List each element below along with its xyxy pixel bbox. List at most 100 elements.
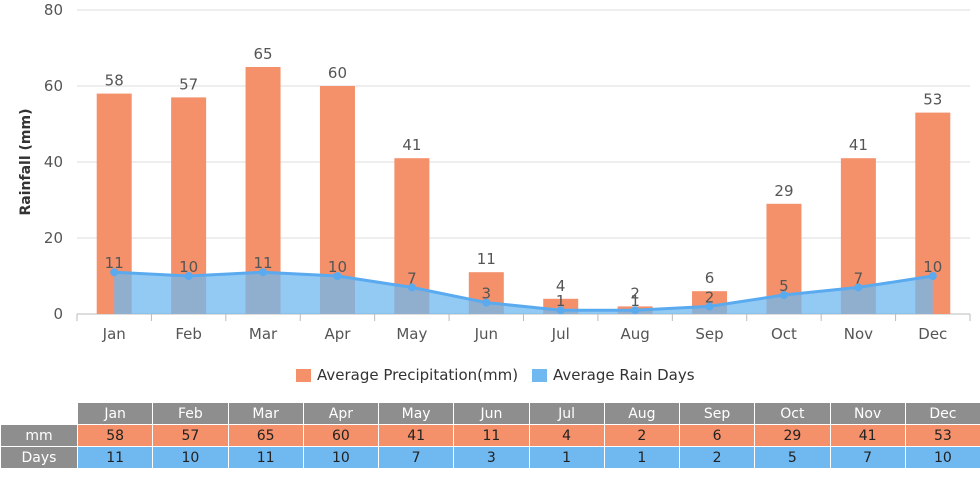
x-tick-label-nov: Nov [844,325,873,343]
x-tick-label-dec: Dec [918,325,947,343]
rain-days-label: 10 [923,258,942,276]
rain-days-point-nov[interactable] [854,283,863,292]
x-tick-label-mar: Mar [249,325,278,343]
rain-days-point-oct[interactable] [779,291,788,299]
legend-item-precipitation[interactable]: Average Precipitation(mm) [296,366,518,384]
rain-days-point-may[interactable] [407,283,416,292]
precipitation-label: 4 [556,277,566,295]
table-header-oct: Oct [754,402,831,425]
rain-days-label: 10 [179,258,198,276]
rain-days-label: 3 [482,285,492,303]
x-tick-label-jul: Jul [551,325,570,343]
x-tick-label-feb: Feb [175,325,202,343]
y-tick-label: 60 [44,77,63,95]
x-tick-label-jan: Jan [102,325,126,343]
table-header-feb: Feb [152,402,229,425]
rain-days-area-fill [114,272,933,314]
rain-days-area [110,268,937,315]
precipitation-label: 57 [179,75,198,93]
table-cell-precipitation: 11 [453,424,530,447]
legend-swatch-precipitation [296,368,311,382]
rain-days-point-jun[interactable] [482,298,491,307]
rain-days-point-jul[interactable] [556,306,565,315]
legend-item-rain-days[interactable]: Average Rain Days [532,366,695,384]
table-header-mar: Mar [227,402,304,425]
table-cell-precipitation: 53 [904,424,980,447]
table-cell-rain-days: 10 [302,446,380,469]
table-cell-rain-days: 5 [754,446,831,469]
rain-days-label: 5 [779,277,789,295]
rain-days-label: 2 [705,288,715,306]
rain-days-line [114,270,934,312]
table-row-precipitation: mm 58 57 65 60 41 11 4 2 6 29 41 53 [0,424,980,447]
precipitation-label: 6 [705,269,715,287]
rain-days-point-apr[interactable] [333,272,342,280]
y-axis-ticks: 0 20 40 60 80 [44,1,63,323]
table-cell-rain-days: 10 [152,446,229,469]
grid-lines [77,9,970,315]
table-header-jun: Jun [453,402,530,425]
legend: Average Precipitation(mm) Average Rain D… [0,366,980,394]
rain-days-point-aug[interactable] [631,306,640,315]
table-header-nov: Nov [829,402,906,425]
precipitation-label: 53 [923,91,942,109]
x-tick-label-sep: Sep [695,325,723,343]
table-cell-rain-days: 3 [453,446,530,469]
rain-days-label: 1 [630,292,640,310]
table-cell-precipitation: 41 [829,424,906,447]
y-tick-label: 80 [44,1,63,19]
table-cell-rain-days: 2 [678,446,756,469]
table-header-apr: Apr [302,402,380,425]
x-axis-ticks: Jan Feb Mar Apr May Jun Jul Aug Sep Oct Nov Dec [76,314,971,343]
y-tick-label: 40 [44,153,63,171]
table-header-jul: Jul [528,402,605,425]
rain-days-point-dec[interactable] [928,272,937,280]
legend-swatch-rain-days [532,368,547,382]
table-cell-precipitation: 2 [603,424,681,447]
table-corner [0,402,78,425]
data-table: Jan Feb Mar Apr May Jun Jul Aug Sep Oct Nov Dec mm 5… [0,402,980,469]
table-cell-rain-days: 1 [603,446,681,469]
y-tick-label: 0 [53,305,63,323]
table-header-may: May [377,402,455,425]
rain-days-point-feb[interactable] [184,272,193,280]
table-cell-precipitation: 65 [227,424,304,447]
precipitation-label: 41 [402,136,421,154]
table-cell-rain-days: 1 [528,446,605,469]
table-cell-rain-days: 11 [227,446,304,469]
rain-days-point-jan[interactable] [110,268,119,277]
precipitation-label: 11 [477,250,496,268]
rain-days-label: 7 [407,269,417,287]
rain-days-label: 11 [253,254,272,272]
table-cell-rain-days: 11 [76,446,154,469]
table-header-jan: Jan [76,402,154,425]
x-tick-label-oct: Oct [771,325,797,343]
precipitation-label: 41 [849,136,868,154]
x-tick-label-apr: Apr [324,325,351,343]
table-cell-rain-days: 7 [829,446,906,469]
rain-days-label: 7 [854,269,864,287]
table-cell-precipitation: 58 [76,424,154,447]
table-header-row: Jan Feb Mar Apr May Jun Jul Aug Sep Oct Nov Dec [0,402,980,425]
table-cell-precipitation: 29 [754,424,831,447]
table-cell-rain-days: 7 [377,446,455,469]
table-header-sep: Sep [678,402,756,425]
table-cell-precipitation: 4 [528,424,605,447]
table-header-aug: Aug [603,402,681,425]
rain-days-point-sep[interactable] [705,302,714,311]
precipitation-label: 65 [253,45,272,63]
x-tick-label-may: May [396,325,427,343]
rain-days-point-mar[interactable] [259,268,268,277]
rain-days-label: 1 [556,292,566,310]
y-axis-label: Rainfall (mm) [18,109,34,216]
rain-days-label: 10 [328,258,347,276]
precipitation-label: 60 [328,64,347,82]
table-row-label-mm: mm [0,424,78,447]
rain-days-label: 11 [105,254,124,272]
table-cell-precipitation: 57 [152,424,229,447]
table-cell-precipitation: 6 [678,424,756,447]
table-row-label-days: Days [0,446,78,469]
x-tick-label-aug: Aug [620,325,649,343]
